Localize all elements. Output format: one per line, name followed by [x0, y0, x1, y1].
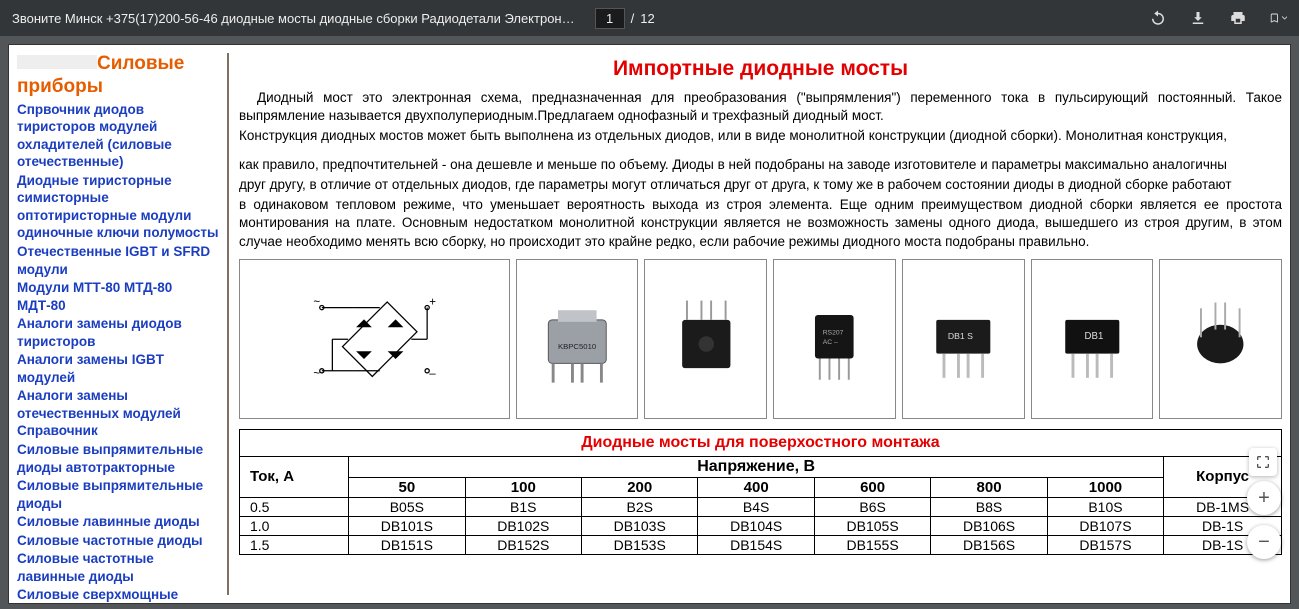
pdf-toolbar: Звоните Минск +375(17)200-56-46 диодные …: [0, 0, 1299, 36]
part-cell: DB152S: [465, 535, 581, 554]
table-header-current: Ток, A: [240, 456, 349, 497]
product-image: DB1: [1031, 259, 1154, 419]
sidebar-link[interactable]: Отечественные IGBT и SFRD модули: [17, 243, 221, 278]
part-cell: B8S: [931, 497, 1047, 516]
sidebar-link[interactable]: Модули МТТ-80 МТД-80 МДТ-80: [17, 279, 221, 314]
table-row: 1.0DB101SDB102SDB103SDB104SDB105SDB106SD…: [240, 516, 1282, 535]
table-row: 1.5DB151SDB152SDB153SDB154SDB155SDB156SD…: [240, 535, 1282, 554]
part-cell: B05S: [349, 497, 465, 516]
paragraph: Конструкция диодных мостов может быть вы…: [239, 127, 1282, 145]
page-separator: /: [631, 11, 635, 26]
part-cell: DB155S: [814, 535, 930, 554]
svg-text:AC –: AC –: [823, 339, 838, 346]
sidebar-link[interactable]: Аналоги замены IGBT модулей: [17, 351, 221, 386]
paragraph: друг другу, в отличие от отдельных диодо…: [239, 176, 1282, 194]
sidebar-link[interactable]: Силовые выпрямительные диоды автотрактор…: [17, 441, 221, 476]
amp-cell: 1.0: [240, 516, 349, 535]
paragraph: в одинаковом тепловом режиме, что уменьш…: [239, 196, 1282, 251]
sidebar-link[interactable]: Силовые частотные диоды: [17, 532, 221, 550]
page-content: Силовые приборы Спрвочник диодов тиристо…: [8, 44, 1291, 604]
part-cell: B1S: [465, 497, 581, 516]
svg-text:RS207: RS207: [823, 329, 844, 336]
zoom-in-button[interactable]: +: [1247, 481, 1281, 515]
paragraph: Диодный мост это электронная схема, пред…: [239, 89, 1282, 125]
page-title: Импортные диодные мосты: [239, 57, 1282, 81]
part-cell: DB105S: [814, 516, 930, 535]
product-image: RS207 AC –: [773, 259, 896, 419]
product-image-schematic: ~ ~ + –: [239, 259, 510, 419]
product-image: [1159, 259, 1282, 419]
table-header-voltage: Напряжение, В: [349, 456, 1164, 477]
amp-cell: 1.5: [240, 535, 349, 554]
diode-table: Ток, A Напряжение, В Корпус 501002004006…: [239, 456, 1282, 555]
page-current-input[interactable]: 1: [595, 8, 625, 29]
document-title: Звоните Минск +375(17)200-56-46 диодные …: [12, 11, 575, 26]
sidebar-link[interactable]: Силовые выпрямительные диоды: [17, 477, 221, 512]
table-title: Диодные мосты для поверхостного монтажа: [239, 429, 1282, 456]
fit-page-button[interactable]: [1249, 448, 1277, 476]
svg-text:KBPC5010: KBPC5010: [558, 341, 596, 350]
part-cell: DB102S: [465, 516, 581, 535]
svg-text:~: ~: [313, 296, 320, 308]
sidebar-heading: Силовые приборы: [17, 53, 221, 99]
svg-text:DB1: DB1: [1084, 331, 1103, 342]
voltage-col-header: 200: [582, 477, 698, 497]
voltage-col-header: 400: [698, 477, 814, 497]
bookmark-icon[interactable]: [1269, 9, 1287, 27]
part-cell: DB154S: [698, 535, 814, 554]
sidebar: Силовые приборы Спрвочник диодов тиристо…: [17, 53, 229, 595]
voltage-col-header: 50: [349, 477, 465, 497]
svg-text:–: –: [429, 368, 436, 380]
part-cell: B10S: [1047, 497, 1163, 516]
download-icon[interactable]: [1189, 9, 1207, 27]
part-cell: DB103S: [582, 516, 698, 535]
svg-text:~: ~: [313, 368, 320, 380]
part-cell: DB107S: [1047, 516, 1163, 535]
voltage-col-header: 100: [465, 477, 581, 497]
part-cell: DB151S: [349, 535, 465, 554]
voltage-col-header: 600: [814, 477, 930, 497]
product-image: DB1 S: [902, 259, 1025, 419]
sidebar-link[interactable]: Силовые лавинные диоды: [17, 513, 221, 531]
sidebar-link[interactable]: Силовые сверхмощные диоды: [17, 586, 221, 604]
voltage-col-header: 800: [931, 477, 1047, 497]
sidebar-link[interactable]: Силовые частотные лавинные диоды: [17, 550, 221, 585]
main-content: Импортные диодные мосты Диодный мост это…: [239, 53, 1282, 595]
product-image: KBPC5010: [516, 259, 639, 419]
amp-cell: 0.5: [240, 497, 349, 516]
part-cell: DB157S: [1047, 535, 1163, 554]
sidebar-link[interactable]: Диодные тиристорные симисторные оптотири…: [17, 172, 221, 242]
svg-text:+: +: [429, 296, 436, 308]
table-row: 0.5B05SB1SB2SB4SB6SB8SB10SDB-1MS: [240, 497, 1282, 516]
product-images-row: ~ ~ + – KBPC5010 RS207 AC – DB1 S DB1: [239, 259, 1282, 419]
part-cell: DB101S: [349, 516, 465, 535]
sidebar-link[interactable]: Аналоги замены диодов тиристоров: [17, 315, 221, 350]
part-cell: DB106S: [931, 516, 1047, 535]
page-indicator: 1 / 12: [595, 8, 655, 29]
page-total: 12: [640, 11, 654, 26]
zoom-out-button[interactable]: −: [1247, 525, 1281, 559]
part-cell: B4S: [698, 497, 814, 516]
part-cell: DB104S: [698, 516, 814, 535]
zoom-controls: + −: [1247, 481, 1281, 559]
sidebar-link[interactable]: Спрвочник диодов тиристоров модулей охла…: [17, 101, 221, 171]
print-icon[interactable]: [1229, 9, 1247, 27]
product-image: [644, 259, 767, 419]
part-cell: DB156S: [931, 535, 1047, 554]
rotate-icon[interactable]: [1149, 9, 1167, 27]
logo-placeholder: [17, 55, 97, 69]
sidebar-link[interactable]: Аналоги замены отечественных модулей Спр…: [17, 387, 221, 440]
part-cell: DB153S: [582, 535, 698, 554]
part-cell: B2S: [582, 497, 698, 516]
part-cell: B6S: [814, 497, 930, 516]
voltage-col-header: 1000: [1047, 477, 1163, 497]
svg-text:DB1 S: DB1 S: [948, 331, 973, 341]
paragraph: как правило, предпочтительней - она деше…: [239, 156, 1282, 174]
